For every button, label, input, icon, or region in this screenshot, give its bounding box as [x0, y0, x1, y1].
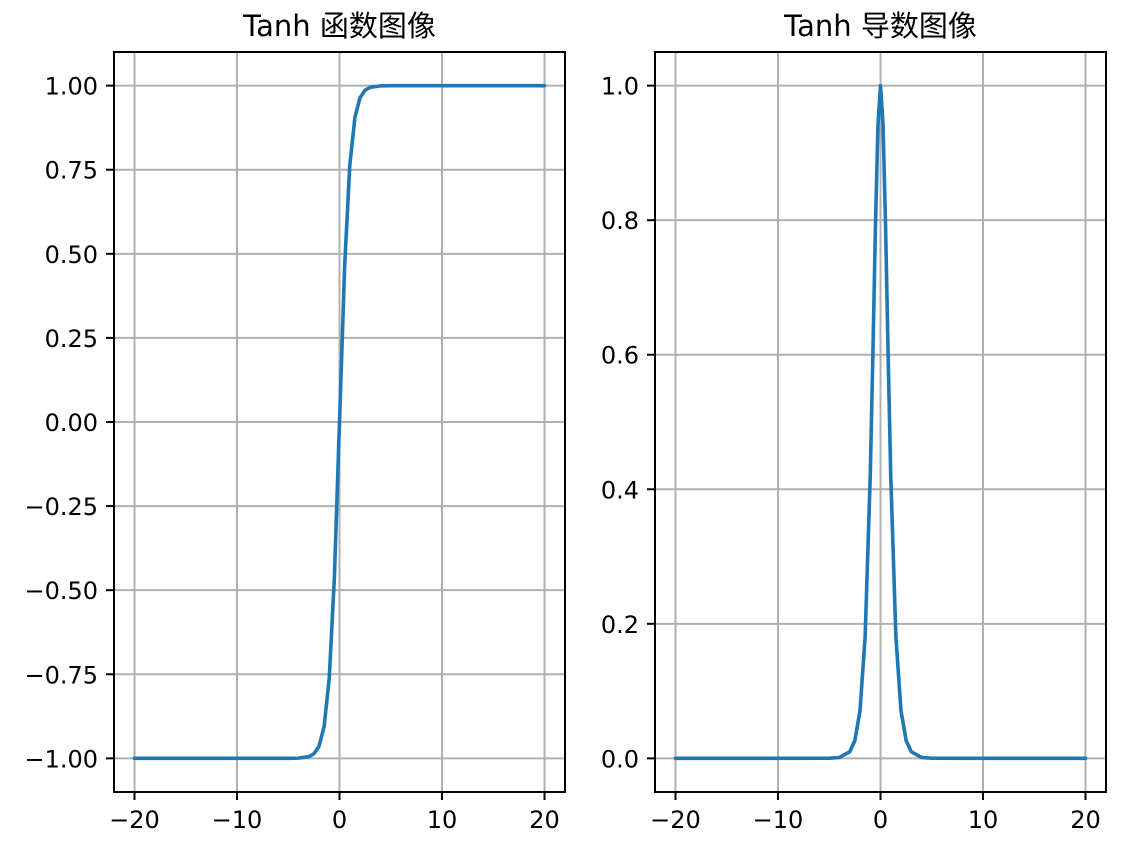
tanh-derivative-panel: Tanh 导数图像 −20 −10 0 10 20 0.0 0.2 0.4 0.6 0.8 1.0 — [601, 9, 1107, 834]
x-tick-label: 20 — [1070, 806, 1101, 834]
x-tick-label: 20 — [529, 806, 560, 834]
y-tick-label: 1.0 — [601, 73, 639, 101]
chart-title: Tanh 导数图像 — [783, 9, 977, 43]
y-tick-label: 1.00 — [45, 73, 98, 101]
x-tick-label: 10 — [427, 806, 458, 834]
y-tick-label: −0.25 — [24, 493, 98, 521]
y-tick-label: 0.2 — [601, 611, 639, 639]
y-tick-label: 0.75 — [45, 157, 98, 185]
y-tick-label: −0.50 — [24, 577, 98, 605]
x-tick-label: −20 — [109, 806, 160, 834]
y-tick-label: −1.00 — [24, 745, 98, 773]
y-tick-label: 0.4 — [601, 476, 639, 504]
y-tick-label: −0.75 — [24, 661, 98, 689]
chart-title: Tanh 函数图像 — [242, 9, 436, 43]
x-tick-label: 0 — [873, 806, 888, 834]
series-line — [132, 83, 547, 761]
x-tick-label: −10 — [212, 806, 263, 834]
y-tick-label: 0.50 — [45, 241, 98, 269]
x-tick-label: −10 — [753, 806, 804, 834]
tanh-function-panel: Tanh 函数图像 −20 −10 0 10 20 −1.00 −0.75 −0.50 −0.2… — [24, 9, 566, 834]
y-tick-label: 0.25 — [45, 325, 98, 353]
series-line — [673, 83, 1088, 761]
x-tick-label: 0 — [332, 806, 347, 834]
y-tick-label: 0.6 — [601, 342, 639, 370]
x-tick-label: 10 — [968, 806, 999, 834]
y-tick-label: 0.00 — [45, 409, 98, 437]
y-tick-label: 0.0 — [601, 745, 639, 773]
y-tick-label: 0.8 — [601, 207, 639, 235]
x-tick-label: −20 — [650, 806, 701, 834]
